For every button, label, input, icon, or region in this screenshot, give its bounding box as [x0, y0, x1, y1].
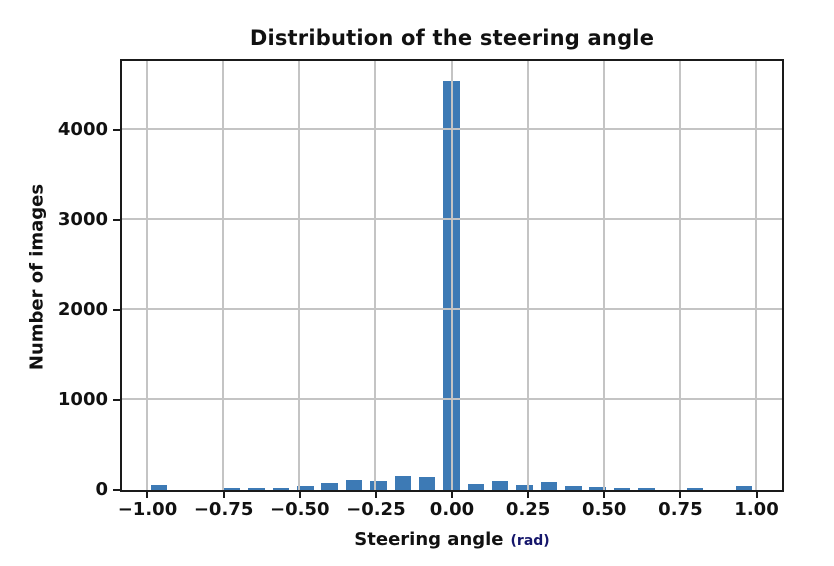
- y-tick-mark: [113, 488, 120, 491]
- histogram-bar: [540, 482, 558, 490]
- y-tick-mark: [113, 308, 120, 311]
- x-axis-label: Steering angle (rad): [120, 529, 784, 550]
- y-tick-label: 0: [95, 478, 108, 500]
- histogram-bar: [638, 488, 655, 490]
- plot-area: [120, 59, 784, 492]
- x-tick-label: 1.00: [734, 499, 779, 520]
- histogram-bar: [150, 485, 168, 490]
- x-axis-unit: (rad): [510, 533, 550, 549]
- histogram-bar: [272, 487, 290, 490]
- histogram-bar: [297, 486, 314, 490]
- histogram-bar: [394, 476, 411, 490]
- y-tick-mark: [113, 128, 120, 131]
- histogram-bar: [345, 480, 363, 490]
- y-gridline: [122, 128, 782, 131]
- x-tick-label: 0.25: [505, 499, 551, 520]
- histogram-bar: [467, 483, 485, 490]
- histogram-bar: [565, 485, 582, 490]
- x-gridline: [222, 61, 225, 490]
- histogram-bar: [589, 487, 606, 490]
- x-tick-label: 0.00: [429, 499, 475, 520]
- x-tick-label: −0.75: [193, 499, 254, 520]
- x-tick-label: −0.25: [346, 499, 406, 520]
- x-gridline: [678, 61, 681, 490]
- y-gridline: [122, 398, 782, 401]
- chart-title: Distribution of the steering angle: [249, 26, 655, 50]
- x-gridline: [450, 61, 453, 490]
- x-gridline: [526, 61, 529, 490]
- x-axis-label-text: Steering angle: [354, 529, 504, 550]
- y-tick-label: 2000: [57, 298, 108, 320]
- histogram-bar: [224, 488, 241, 490]
- y-tick-label: 3000: [57, 208, 108, 230]
- y-gridline: [122, 308, 782, 311]
- grid-layer: [122, 61, 782, 490]
- x-tick-label: −0.50: [269, 499, 330, 520]
- histogram-bar: [248, 487, 265, 490]
- x-tick-mark: [527, 492, 530, 498]
- y-tick-mark: [113, 218, 120, 221]
- histogram-bar: [516, 484, 533, 490]
- x-gridline: [602, 61, 605, 490]
- histogram-bar: [613, 488, 631, 490]
- x-tick-mark: [451, 492, 453, 498]
- x-tick-mark: [374, 492, 377, 498]
- y-tick-mark: [113, 398, 120, 401]
- histogram-bar: [686, 488, 704, 490]
- histogram-bar: [492, 481, 509, 490]
- x-tick-mark: [298, 492, 301, 498]
- histogram-bar: [370, 480, 387, 490]
- y-tick-label: 1000: [57, 388, 108, 410]
- x-tick-label: −1.00: [117, 499, 178, 520]
- x-tick-mark: [146, 492, 149, 498]
- histogram-bar: [418, 477, 436, 490]
- x-tick-mark: [603, 492, 606, 498]
- x-gridline: [298, 61, 301, 490]
- x-tick-mark: [679, 492, 682, 498]
- histogram-bar: [735, 486, 753, 490]
- x-tick-label: 0.75: [658, 499, 703, 520]
- x-gridline: [755, 61, 758, 490]
- x-tick-label: 0.50: [582, 499, 627, 520]
- x-gridline: [374, 61, 377, 490]
- y-gridline: [122, 218, 782, 221]
- x-gridline: [145, 61, 148, 490]
- x-tick-mark: [755, 492, 758, 498]
- x-tick-mark: [222, 492, 225, 498]
- y-tick-label: 4000: [57, 118, 108, 140]
- histogram-bar: [321, 483, 338, 490]
